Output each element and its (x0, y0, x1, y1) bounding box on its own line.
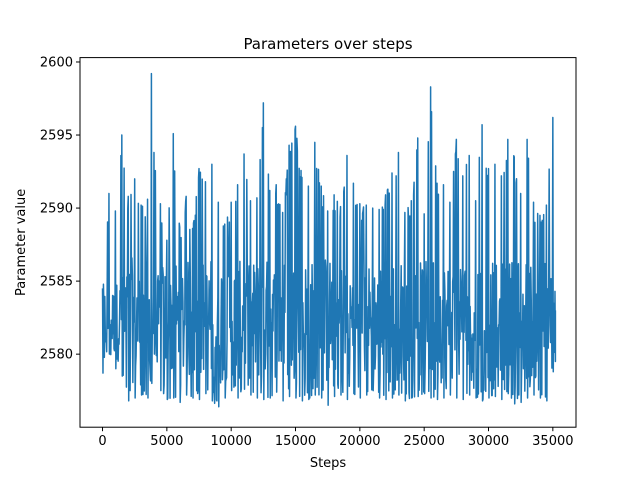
chart-title: Parameters over steps (243, 35, 412, 53)
x-tick-label: 5000 (150, 434, 183, 449)
y-axis: 2580 2585 2590 2595 2600 (40, 55, 80, 363)
x-tick-label: 25000 (403, 434, 444, 449)
y-tick-label: 2580 (40, 348, 73, 363)
y-tick-label: 2585 (40, 275, 73, 290)
x-tick-label: 15000 (275, 434, 316, 449)
series-layer (101, 72, 557, 408)
x-axis-title: Steps (310, 456, 347, 471)
x-tick-label: 0 (98, 434, 106, 449)
x-tick-label: 20000 (339, 434, 380, 449)
axes-frame (79, 57, 577, 428)
x-axis: 0 5000 10000 15000 20000 25000 30000 35000 (98, 427, 574, 449)
y-tick-label: 2600 (40, 55, 73, 70)
x-tick-label: 35000 (532, 434, 573, 449)
y-axis-title: Parameter value (14, 189, 29, 296)
y-tick-label: 2595 (40, 129, 73, 144)
y-tick-label: 2590 (40, 202, 73, 217)
x-tick-label: 10000 (211, 434, 252, 449)
series-line (101, 72, 557, 408)
x-tick-label: 30000 (468, 434, 509, 449)
